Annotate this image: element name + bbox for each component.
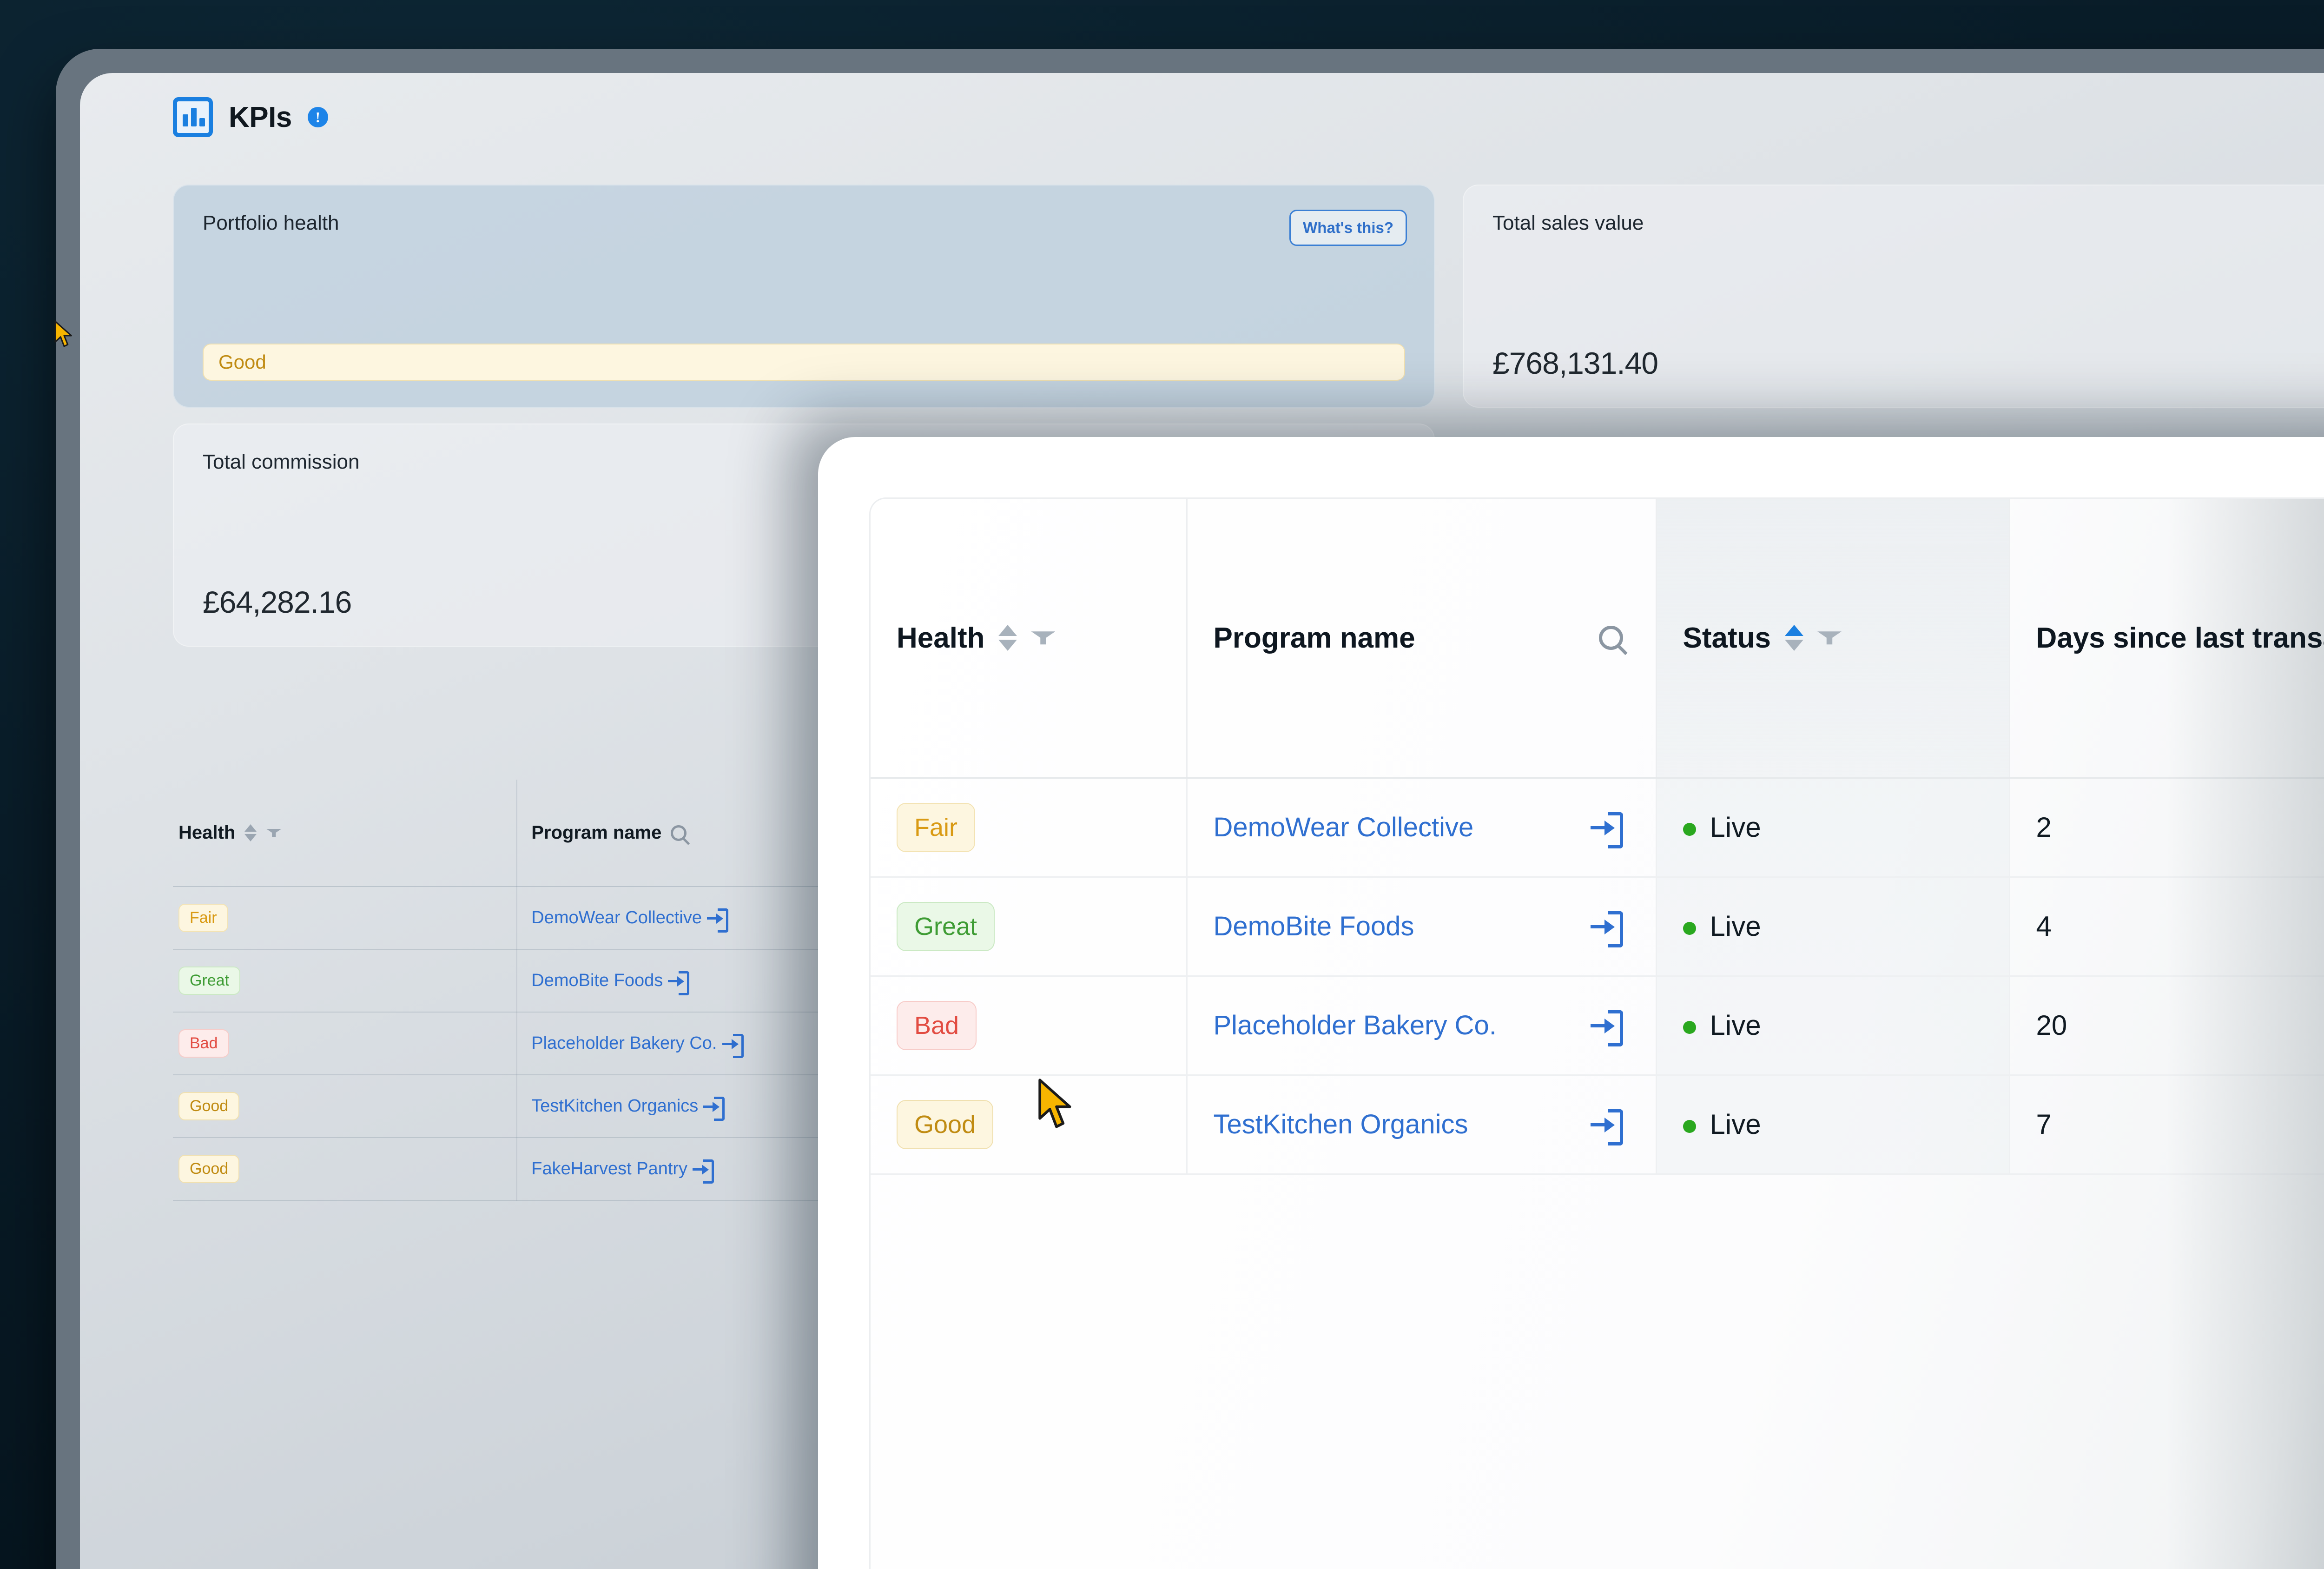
app-header: KPIs ! Currency GBP (£) — [80, 73, 2324, 161]
kpi-label: Total commission — [203, 450, 360, 473]
page-title: KPIs — [229, 101, 292, 133]
column-header-days-since-last-transaction[interactable]: Days since last transaction — [2009, 499, 2324, 779]
column-header-health[interactable]: Health — [871, 499, 1188, 779]
program-link[interactable]: TestKitchen Organics — [531, 1096, 699, 1116]
sort-toggle-icon[interactable] — [244, 824, 257, 841]
health-badge: Bad — [897, 1000, 977, 1050]
table-row[interactable]: Great DemoBite Foods Live 4 — [871, 877, 2324, 977]
program-link[interactable]: TestKitchen Organics — [1213, 1109, 1468, 1139]
open-program-icon[interactable] — [693, 1159, 714, 1184]
program-link[interactable]: DemoBite Foods — [531, 970, 663, 990]
cell-status: Live — [1656, 877, 2010, 977]
whats-this-button[interactable]: What's this? — [1289, 210, 1407, 246]
cell-health: Good — [871, 1075, 1188, 1175]
program-link[interactable]: Placeholder Bakery Co. — [1213, 1010, 1497, 1040]
column-label: Health — [178, 822, 236, 843]
column-header-status[interactable]: Status — [1656, 499, 2010, 779]
cell-health: Good — [173, 1138, 518, 1201]
kpi-card-total-sales-value: Total sales value £768,131.40 — [1463, 185, 2324, 408]
cell-days: 4 — [2009, 877, 2324, 977]
search-icon[interactable] — [1598, 626, 1623, 650]
health-badge: Good — [897, 1099, 994, 1149]
cell-days: 7 — [2009, 1075, 2324, 1175]
open-program-icon[interactable] — [703, 1096, 725, 1121]
column-label: Days since last transaction — [2036, 622, 2324, 654]
kpi-value: £64,282.16 — [203, 585, 352, 619]
column-label: Program name — [1213, 622, 1415, 654]
column-label: Health — [897, 622, 985, 654]
cell-health: Great — [871, 877, 1188, 977]
info-icon[interactable]: ! — [307, 107, 328, 127]
cell-program-name[interactable]: Placeholder Bakery Co. — [1187, 976, 1657, 1076]
cell-program-name[interactable]: DemoWear Collective — [1187, 778, 1657, 878]
status-label: Live — [1710, 812, 1761, 843]
filter-icon[interactable] — [1031, 631, 1056, 645]
cell-days: 20 — [2009, 976, 2324, 1076]
page-title-group: KPIs ! — [173, 97, 328, 137]
status-dot-live-icon — [1683, 922, 1696, 935]
cell-days: 2 — [2009, 778, 2324, 878]
programs-table-foreground: Health Program name Status — [869, 497, 2324, 1569]
open-program-icon[interactable] — [1590, 1108, 1623, 1145]
sort-toggle-icon[interactable] — [998, 625, 1017, 651]
kpi-label: Portfolio health — [203, 212, 339, 234]
status-label: Live — [1710, 911, 1761, 942]
filter-icon[interactable] — [266, 828, 282, 837]
column-header-health[interactable]: Health — [173, 780, 518, 887]
status-label: Live — [1710, 1109, 1761, 1140]
open-program-icon[interactable] — [1590, 910, 1623, 947]
cell-health: Fair — [871, 778, 1188, 878]
column-header-program-name[interactable]: Program name — [1187, 499, 1657, 779]
bar-chart-icon — [173, 97, 213, 137]
open-program-icon[interactable] — [1590, 1009, 1623, 1046]
program-link[interactable]: DemoWear Collective — [1213, 812, 1474, 842]
program-link[interactable]: Placeholder Bakery Co. — [531, 1033, 717, 1053]
health-badge: Good — [178, 1155, 240, 1183]
health-badge: Great — [178, 967, 241, 995]
table-row[interactable]: Fair DemoWear Collective Live 2 — [871, 778, 2324, 878]
open-program-icon[interactable] — [722, 1033, 744, 1059]
table-header-row: Health Program name Status — [871, 499, 2324, 779]
program-link[interactable]: FakeHarvest Pantry — [531, 1159, 688, 1178]
kpi-card-portfolio-health: Portfolio health What's this? Good — [173, 185, 1435, 408]
program-link[interactable]: DemoWear Collective — [531, 907, 702, 927]
open-program-icon[interactable] — [668, 970, 690, 996]
column-label: Program name — [531, 822, 662, 843]
filter-icon[interactable] — [1817, 631, 1842, 645]
cell-status: Live — [1656, 1075, 2010, 1175]
health-badge: Great — [897, 901, 995, 951]
search-icon[interactable] — [671, 825, 687, 841]
cell-program-name[interactable]: TestKitchen Organics — [1187, 1075, 1657, 1175]
status-dot-live-icon — [1683, 1120, 1696, 1133]
cell-health: Bad — [173, 1012, 518, 1075]
status-dot-live-icon — [1683, 1021, 1696, 1034]
table-row[interactable]: Good TestKitchen Organics Live 7 — [871, 1075, 2324, 1175]
programs-table-foreground-panel: Health Program name Status — [818, 437, 2324, 1569]
health-badge: Good — [178, 1092, 240, 1120]
health-badge: Fair — [178, 904, 228, 932]
cell-program-name[interactable]: DemoBite Foods — [1187, 877, 1657, 977]
kpi-label: Total sales value — [1492, 212, 1644, 234]
cell-health: Great — [173, 949, 518, 1013]
cell-health: Good — [173, 1075, 518, 1138]
open-program-icon[interactable] — [707, 907, 729, 933]
health-badge: Bad — [178, 1029, 229, 1058]
table-body: Fair DemoWear Collective Live 2 Great — [871, 778, 2324, 1175]
sort-toggle-icon[interactable] — [1784, 625, 1803, 651]
status-label: Live — [1710, 1010, 1761, 1041]
status-badge: Good — [203, 344, 1405, 381]
health-badge: Fair — [897, 802, 975, 852]
cell-health: Fair — [173, 887, 518, 950]
table-row[interactable]: Bad Placeholder Bakery Co. Live 20 — [871, 976, 2324, 1076]
cell-status: Live — [1656, 976, 2010, 1076]
kpi-value: £768,131.40 — [1492, 346, 1658, 380]
cell-health: Bad — [871, 976, 1188, 1076]
column-label: Status — [1683, 622, 1771, 654]
program-link[interactable]: DemoBite Foods — [1213, 911, 1414, 941]
open-program-icon[interactable] — [1590, 811, 1623, 848]
cell-status: Live — [1656, 778, 2010, 878]
status-dot-live-icon — [1683, 823, 1696, 836]
